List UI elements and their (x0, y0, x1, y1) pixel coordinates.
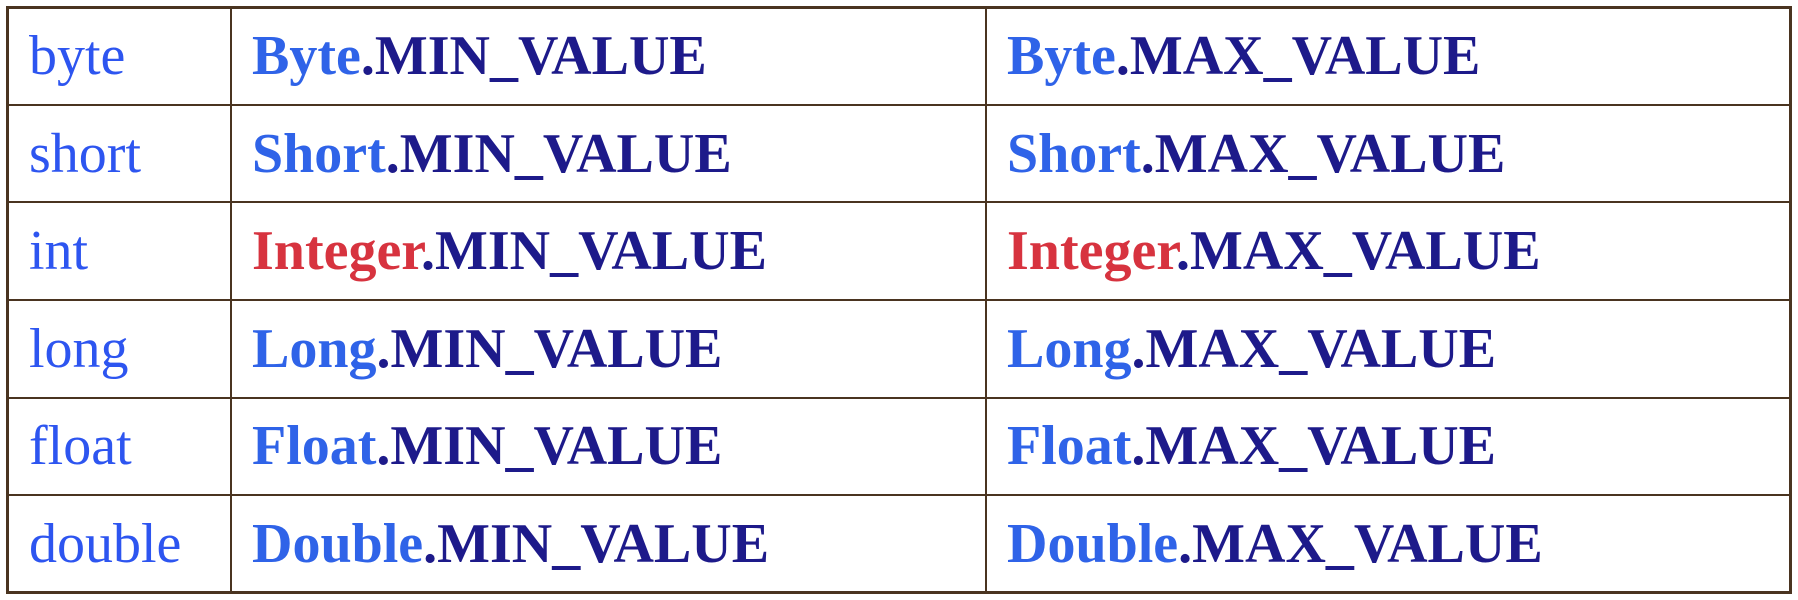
min-value-constant: .MIN_VALUE (421, 220, 767, 283)
primitive-type-cell: long (9, 298, 232, 399)
table-row-int: int Integer.MIN_VALUE Integer.MAX_VALUE (9, 201, 1789, 301)
table-row-float: float Float.MIN_VALUE Float.MAX_VALUE (9, 396, 1789, 497)
primitive-type-cell: short (9, 103, 232, 204)
max-value-constant: .MAX_VALUE (1176, 220, 1541, 283)
table-row-long: long Long.MIN_VALUE Long.MAX_VALUE (9, 298, 1789, 399)
wrapper-class-name: Long (252, 317, 377, 380)
min-value-cell: Double.MIN_VALUE (230, 494, 987, 591)
wrapper-class-name: Byte (252, 25, 361, 88)
max-value-cell: Integer.MAX_VALUE (985, 201, 1789, 301)
primitive-type-name: int (29, 220, 89, 283)
max-value-constant: .MAX_VALUE (1131, 415, 1496, 478)
min-value-constant: .MIN_VALUE (423, 512, 770, 575)
wrapper-class-name: Float (252, 415, 377, 478)
wrapper-class-name: Double (1007, 512, 1179, 575)
table-row-double: double Double.MIN_VALUE Double.MAX_VALUE (9, 494, 1789, 591)
max-value-cell: Short.MAX_VALUE (985, 103, 1789, 204)
max-value-cell: Float.MAX_VALUE (985, 396, 1789, 497)
table-row-byte: byte Byte.MIN_VALUE Byte.MAX_VALUE (9, 9, 1789, 106)
max-value-constant: .MAX_VALUE (1131, 317, 1497, 380)
wrapper-class-name: Long (1007, 317, 1132, 380)
wrapper-limits-table-frame: byte Byte.MIN_VALUE Byte.MAX_VALUE short… (6, 6, 1792, 594)
table-row-short: short Short.MIN_VALUE Short.MAX_VALUE (9, 103, 1789, 204)
min-value-cell: Byte.MIN_VALUE (230, 9, 987, 106)
max-value-cell: Double.MAX_VALUE (985, 494, 1789, 591)
primitive-type-name: long (29, 317, 129, 380)
primitive-type-name: double (29, 512, 182, 575)
min-value-cell: Short.MIN_VALUE (230, 103, 987, 204)
min-value-constant: .MIN_VALUE (376, 415, 723, 478)
min-value-constant: .MIN_VALUE (376, 317, 723, 380)
wrapper-class-name: Float (1007, 415, 1132, 478)
wrapper-class-name: Short (1007, 122, 1141, 185)
wrapper-limits-table: byte Byte.MIN_VALUE Byte.MAX_VALUE short… (9, 9, 1789, 591)
primitive-type-cell: float (9, 396, 232, 497)
primitive-type-name: byte (29, 25, 126, 88)
max-value-constant: .MAX_VALUE (1115, 25, 1481, 88)
primitive-type-cell: byte (9, 9, 232, 106)
primitive-type-name: short (29, 122, 141, 185)
wrapper-class-name: Double (252, 512, 424, 575)
max-value-constant: .MAX_VALUE (1140, 122, 1506, 185)
primitive-type-cell: double (9, 494, 232, 591)
min-value-cell: Integer.MIN_VALUE (230, 201, 987, 301)
wrapper-class-name: Byte (1007, 25, 1116, 88)
primitive-type-name: float (29, 415, 132, 478)
min-value-cell: Long.MIN_VALUE (230, 298, 987, 399)
max-value-cell: Byte.MAX_VALUE (985, 9, 1789, 106)
min-value-constant: .MIN_VALUE (360, 25, 707, 88)
wrapper-class-name-highlighted: Integer (1007, 220, 1177, 283)
wrapper-class-name: Short (252, 122, 386, 185)
min-value-cell: Float.MIN_VALUE (230, 396, 987, 497)
min-value-constant: .MIN_VALUE (385, 122, 732, 185)
primitive-type-cell: int (9, 201, 232, 301)
max-value-constant: .MAX_VALUE (1178, 512, 1543, 575)
wrapper-class-name-highlighted: Integer (252, 220, 422, 283)
max-value-cell: Long.MAX_VALUE (985, 298, 1789, 399)
